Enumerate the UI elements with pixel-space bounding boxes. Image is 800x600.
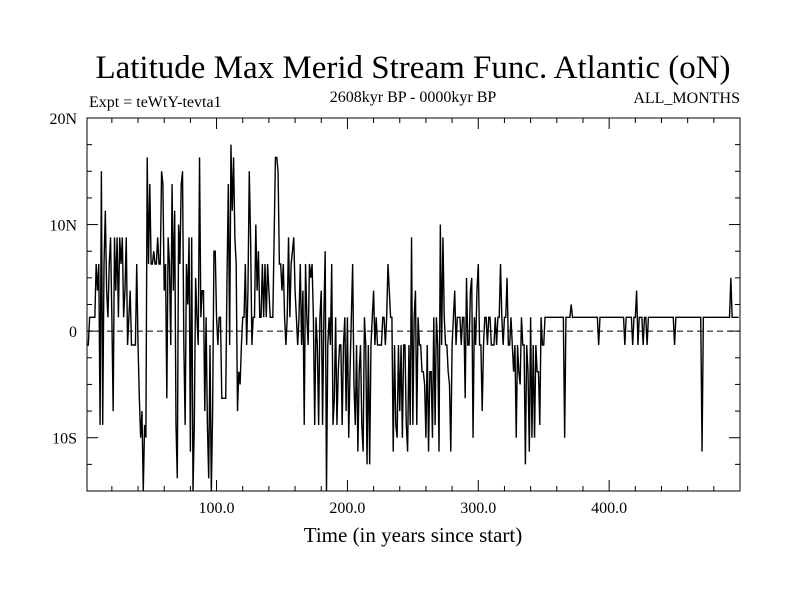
x-axis-label: Time (in years since start) xyxy=(304,523,523,547)
x-tick-label: 400.0 xyxy=(591,500,627,517)
x-tick-label: 300.0 xyxy=(460,500,496,517)
chart-title: Latitude Max Merid Stream Func. Atlantic… xyxy=(95,50,730,86)
experiment-label: Expt = teWtY-tevta1 xyxy=(89,94,222,111)
x-tick-label: 100.0 xyxy=(199,500,235,517)
y-tick-labels: 20N 10N 0 10S xyxy=(49,111,77,448)
y-tick-label: 20N xyxy=(49,111,77,128)
season-label: ALL_MONTHS xyxy=(633,90,740,107)
x-tick-label: 200.0 xyxy=(329,500,365,517)
x-tick-labels: 100.0 200.0 300.0 400.0 xyxy=(199,500,628,517)
series-line xyxy=(87,144,739,492)
period-label: 2608kyr BP - 0000kyr BP xyxy=(330,89,497,106)
y-tick-label: 10N xyxy=(49,218,77,235)
plot-frame xyxy=(86,117,741,492)
plot-area xyxy=(86,117,741,492)
y-tick-label: 0 xyxy=(69,324,77,341)
y-tick-label: 10S xyxy=(52,431,77,448)
axis-ticks xyxy=(87,118,740,491)
